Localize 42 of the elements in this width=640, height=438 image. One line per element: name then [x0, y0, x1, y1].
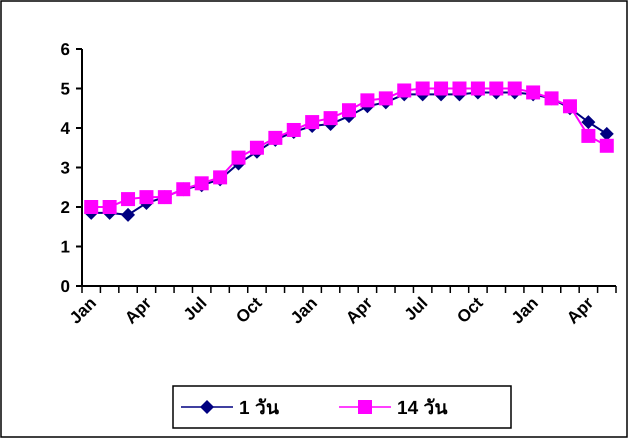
- point: [121, 192, 136, 206]
- legend-label: 1 วัน: [239, 398, 279, 419]
- point: [250, 140, 264, 155]
- point: [84, 200, 98, 214]
- point: [508, 82, 522, 96]
- point: [360, 93, 374, 108]
- point: [434, 82, 448, 96]
- x-tick-label: Jan: [286, 293, 321, 328]
- y-tick-label: 1: [60, 238, 70, 256]
- point: [342, 103, 356, 118]
- point: [416, 82, 430, 96]
- y-tick-label: 5: [60, 80, 70, 98]
- point: [378, 91, 393, 106]
- y-tick-label: 6: [60, 40, 70, 59]
- point: [600, 138, 614, 153]
- x-tick-label: Jan: [508, 293, 542, 328]
- y-tick-label: 4: [60, 119, 71, 138]
- point: [600, 126, 614, 141]
- legend-label: 14 วัน: [397, 398, 448, 419]
- point: [452, 82, 466, 96]
- point: [305, 115, 320, 130]
- point: [139, 190, 154, 204]
- x-tick-label: Apr: [342, 293, 377, 328]
- point: [102, 200, 117, 214]
- point: [121, 208, 136, 222]
- point: [581, 115, 596, 130]
- x-tick-label: Jul: [180, 293, 211, 324]
- x-tick-label: Oct: [453, 293, 487, 327]
- point: [489, 82, 504, 96]
- y-tick-label: 2: [60, 198, 70, 217]
- point: [397, 83, 412, 98]
- x-tick-label: Jan: [66, 293, 100, 328]
- x-tick-label: Apr: [563, 293, 598, 328]
- y-tick-label: 3: [60, 158, 70, 178]
- point: [581, 128, 596, 143]
- x-tick-label: Jul: [400, 293, 432, 324]
- x-tick-label: Apr: [121, 293, 156, 328]
- y-tick-label: 0: [60, 277, 70, 296]
- x-tick-label: Oct: [232, 293, 266, 327]
- point: [324, 111, 338, 126]
- point: [232, 150, 246, 165]
- point: [470, 82, 485, 96]
